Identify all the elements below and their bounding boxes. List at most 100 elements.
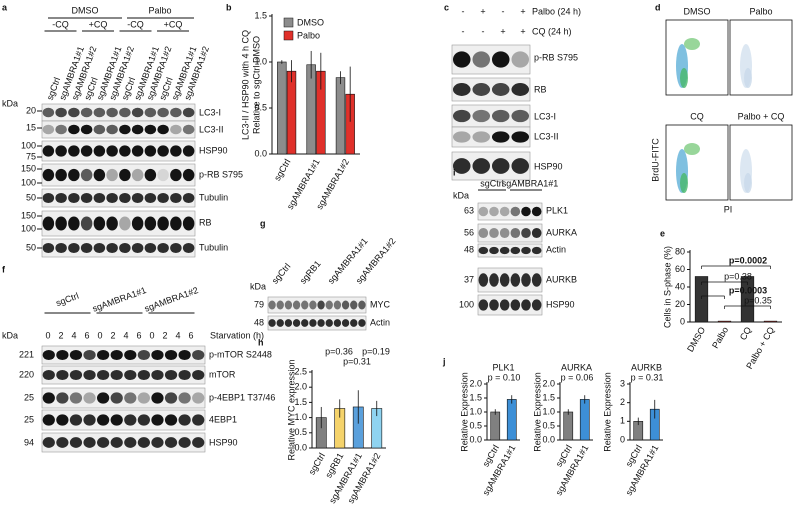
band (472, 131, 491, 143)
x-tick-label: DMSO (685, 325, 707, 353)
legend-label: DMSO (297, 17, 324, 27)
y-tick-label: 0.5 (294, 427, 307, 437)
kda-marker: 48 (464, 244, 474, 254)
band (97, 392, 110, 404)
band (131, 107, 144, 118)
band (472, 51, 491, 68)
band (110, 349, 123, 361)
treatment: DMSO (72, 5, 99, 15)
x-tick-label: CQ (738, 325, 753, 342)
band (170, 242, 182, 254)
y-tick-label: 0 (620, 434, 625, 444)
band (491, 51, 510, 68)
protein: p-RB S795 (534, 52, 578, 62)
y-tick-label: 60 (675, 264, 685, 274)
band (42, 107, 55, 118)
band (472, 83, 491, 96)
band (499, 227, 510, 239)
kda-marker: 150 (21, 210, 36, 220)
band (358, 300, 366, 310)
band (182, 124, 195, 135)
blot-strip (267, 315, 367, 331)
time: 2 (110, 330, 115, 340)
band (192, 414, 205, 426)
band (157, 107, 169, 118)
band (83, 437, 96, 448)
band (301, 319, 309, 327)
blot-strip (41, 432, 206, 453)
legend-swatch (283, 17, 294, 28)
band (170, 145, 182, 157)
y-tick-label: 2 (620, 397, 625, 407)
chart-title: PLK1 (492, 362, 514, 372)
flow-cloud (684, 143, 700, 155)
band (192, 369, 205, 381)
band (511, 51, 530, 68)
band (42, 369, 55, 381)
flow-cloud (680, 173, 688, 193)
band (268, 319, 276, 327)
band (137, 369, 150, 381)
annotation: p=0.0003 (729, 285, 767, 295)
band (268, 300, 276, 310)
band (93, 242, 106, 254)
band (131, 192, 144, 204)
band (97, 369, 110, 381)
band (333, 300, 342, 310)
cq-label: -CQ (52, 19, 69, 29)
blot-strip (451, 126, 531, 148)
band (42, 124, 55, 135)
band (178, 369, 191, 381)
band (119, 145, 131, 157)
y-tick-label: 1.0 (254, 56, 267, 66)
band (124, 369, 137, 381)
band (499, 246, 510, 255)
y-axis-label: Relative Expression (532, 372, 542, 452)
band (80, 107, 93, 118)
y-tick-label: 1.5 (469, 392, 482, 402)
band (68, 124, 80, 135)
band (137, 414, 150, 426)
band (93, 124, 106, 135)
band (478, 206, 489, 217)
band (170, 107, 182, 118)
band (521, 299, 531, 311)
sign: - (462, 6, 465, 16)
band (182, 145, 195, 157)
kda-marker: 100 (21, 140, 36, 150)
y-tick-label: 1.5 (294, 397, 307, 407)
cq-label: +CQ (164, 19, 183, 29)
band (452, 83, 471, 96)
kda-marker: 48 (254, 317, 264, 327)
band (164, 414, 178, 426)
bar (763, 320, 778, 323)
band (69, 437, 83, 448)
band (106, 216, 118, 231)
band (42, 349, 55, 361)
band (131, 242, 144, 254)
band (531, 206, 542, 217)
band (106, 124, 118, 135)
band (56, 437, 69, 448)
protein: AURKA (546, 227, 577, 237)
y-axis-label: Relative Expression (459, 372, 469, 452)
blot-strip (41, 140, 196, 162)
protein: 4EBP1 (209, 414, 237, 424)
y-tick-label: 0 (680, 316, 685, 326)
y-tick-label: 2.5 (294, 366, 307, 376)
annotation: p = 0.31 (631, 372, 664, 382)
band (491, 109, 510, 123)
band (137, 437, 150, 448)
band (276, 300, 284, 310)
band (42, 168, 55, 182)
y-tick-label: 0.0 (542, 434, 555, 444)
band (325, 300, 333, 310)
band (83, 414, 96, 426)
time: 2 (58, 330, 63, 340)
y-tick-label: 1.0 (542, 406, 555, 416)
band (157, 216, 169, 231)
y-tick-label: 0.0 (254, 148, 267, 158)
band (178, 392, 191, 404)
y-tick-label: 3 (620, 378, 625, 388)
time: 4 (123, 330, 128, 340)
